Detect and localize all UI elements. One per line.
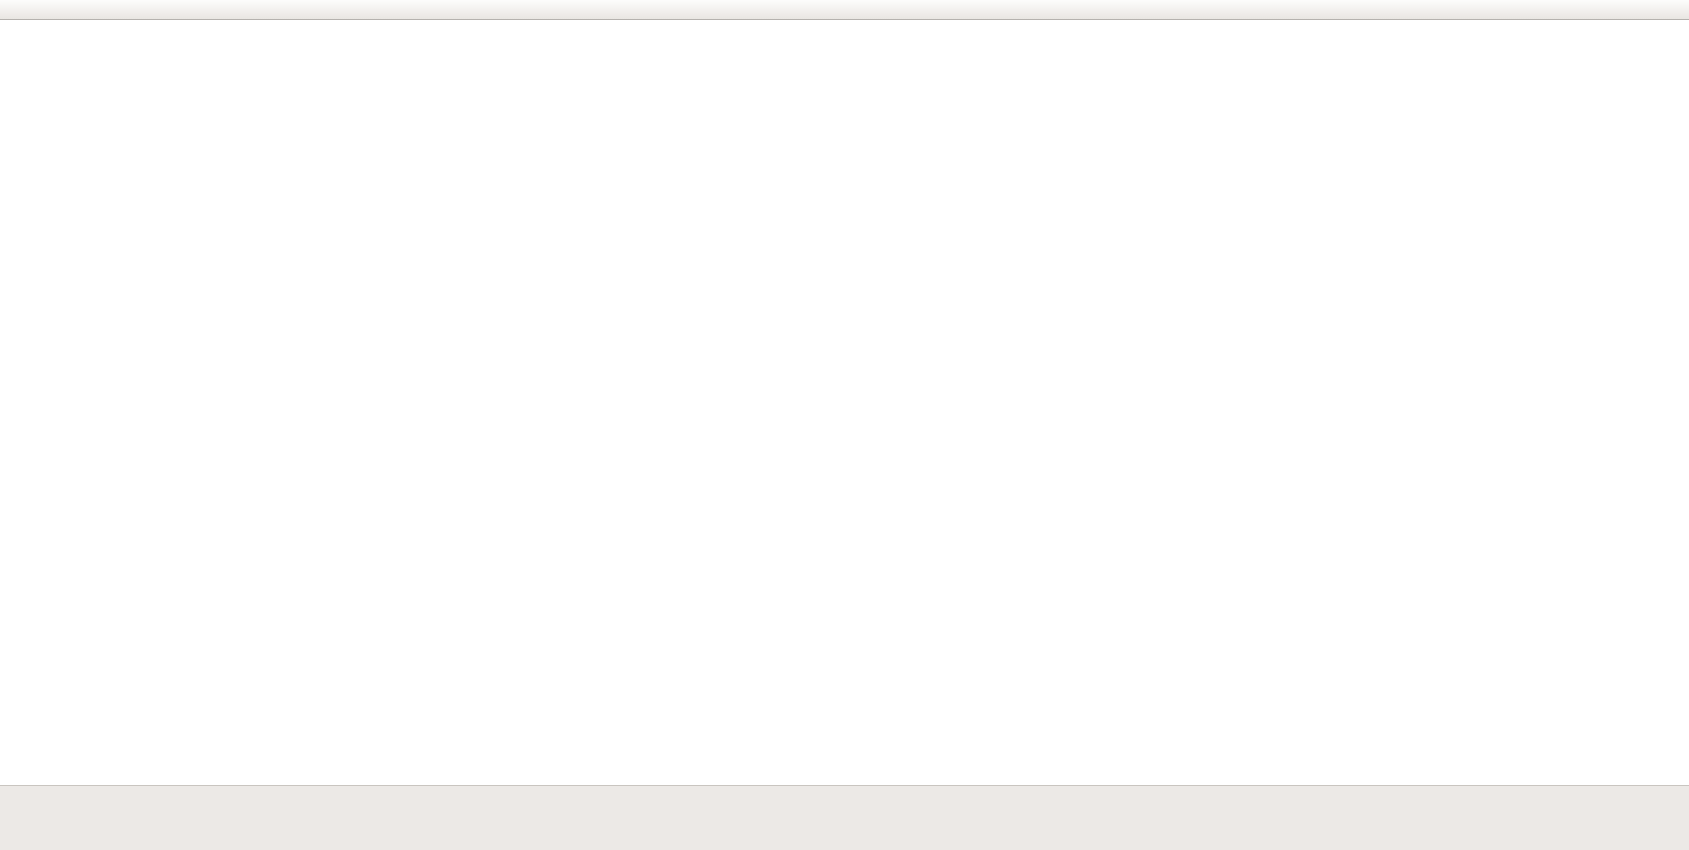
toolbar — [0, 0, 1689, 20]
macd-label — [6, 551, 18, 562]
price-chart — [0, 20, 1689, 785]
bottom-panel-area — [0, 785, 1689, 850]
chart-window — [0, 20, 1689, 785]
rsi-label — [6, 654, 12, 665]
